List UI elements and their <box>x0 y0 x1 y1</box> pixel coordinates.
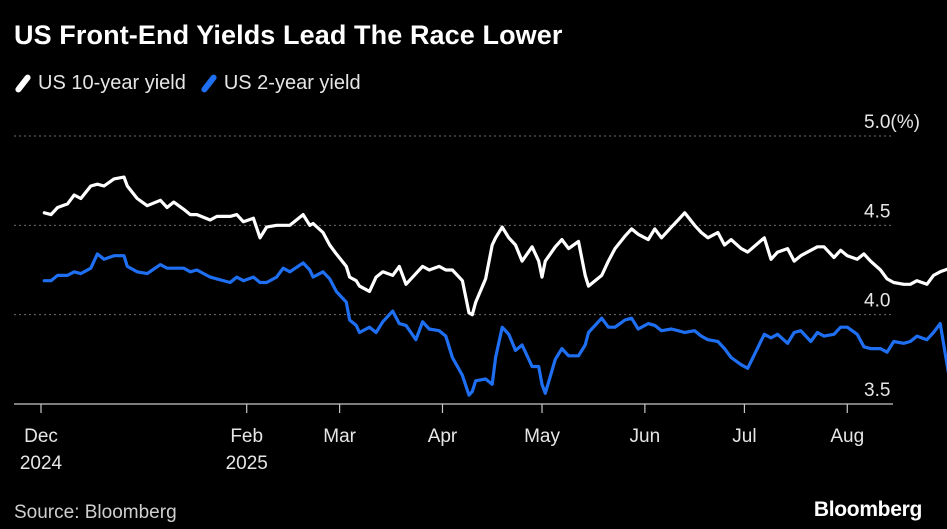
x-tick-label: Aug <box>830 426 864 447</box>
legend-item-10-year: US 10-year yield <box>14 72 186 95</box>
series-line-10-year <box>42 175 947 317</box>
x-tick-label: Apr <box>428 426 458 447</box>
legend-item-2-year: US 2-year yield <box>200 72 361 95</box>
x-tick-label: Jun <box>630 426 661 447</box>
y-tick-label: 4.0 <box>864 291 890 312</box>
x-tick-label: May <box>524 426 560 447</box>
x-tick-year-label: 2025 <box>226 453 268 474</box>
x-tick-label: Jul <box>732 426 756 447</box>
y-tick-label: 3.5 <box>864 380 890 401</box>
chart-title: US Front-End Yields Lead The Race Lower <box>14 20 563 50</box>
legend-label-2-year: US 2-year yield <box>223 72 361 94</box>
series-line-2-year <box>42 252 947 397</box>
y-tick-label: 4.5 <box>864 201 890 222</box>
bloomberg-logo: Bloomberg <box>813 498 922 521</box>
source-note: Source: Bloomberg <box>14 502 177 523</box>
legend-label-10-year: US 10-year yield <box>38 72 186 94</box>
x-tick-label: Feb <box>230 426 263 447</box>
x-tick-label: Dec <box>24 426 58 447</box>
x-tick-year-label: 2024 <box>20 453 63 474</box>
legend: US 10-year yield US 2-year yield <box>14 72 375 95</box>
y-tick-label: 5.0(%) <box>864 112 920 133</box>
x-tick-label: Mar <box>323 426 356 447</box>
